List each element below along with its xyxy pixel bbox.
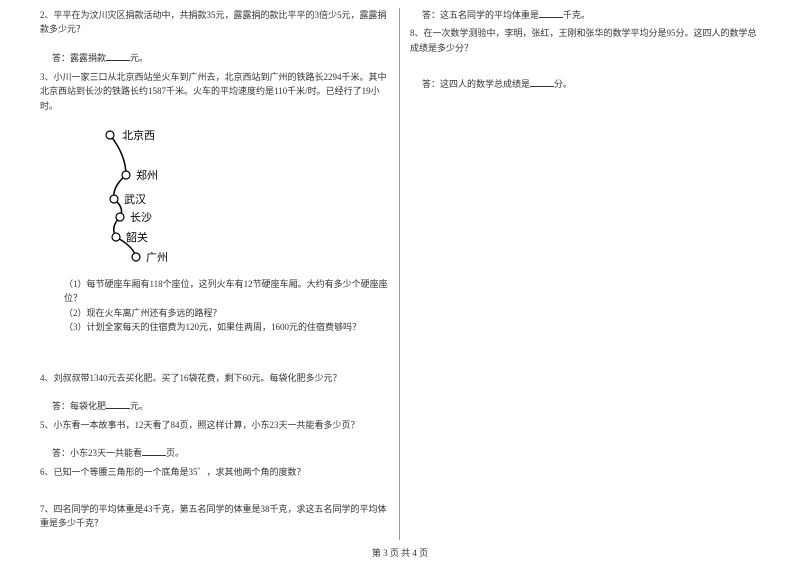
question-2: 2、平平在为汶川灾区捐款活动中，共捐款35元，露露捐的款比平平的3倍少5元，露露…: [40, 8, 389, 37]
answer-4-prefix: 答：每袋化肥: [52, 401, 106, 411]
answer-8-suffix: 分。: [554, 79, 572, 89]
question-6: 6、已知一个等腰三角形的一个底角是35゜，求其他两个角的度数？: [40, 465, 389, 479]
svg-text:韶关: 韶关: [126, 230, 148, 244]
route-map-svg: 北京西郑州武汉长沙韶关广州: [64, 119, 224, 269]
answer-7: 答：这五名同学的平均体重是 千克。: [410, 8, 760, 22]
svg-text:郑州: 郑州: [136, 168, 158, 182]
answer-4: 答：每袋化肥 元。: [52, 399, 389, 412]
question-4: 4、刘叔叔带1340元去买化肥。买了16袋花费，剩下60元。每袋化肥多少元？: [40, 371, 389, 385]
left-column: 2、平平在为汶川灾区捐款活动中，共捐款35元，露露捐的款比平平的3倍少5元，露露…: [30, 8, 400, 540]
answer-8-prefix: 答：这四人的数学总成绩是: [422, 79, 530, 89]
page-footer: 第 3 页 共 4 页: [0, 546, 800, 559]
blank: [530, 77, 554, 87]
svg-text:北京西: 北京西: [122, 128, 155, 142]
right-column: 答：这五名同学的平均体重是 千克。 8、在一次数学测验中，李明，张红，王刚和张华的…: [400, 8, 770, 540]
answer-2-suffix: 元。: [130, 53, 148, 63]
question-3-1: （1）每节硬座车厢有118个座位，这列火车有12节硬座车厢。大约有多少个硬座座位…: [40, 277, 389, 306]
answer-4-suffix: 元。: [130, 401, 148, 411]
answer-7-prefix: 答：这五名同学的平均体重是: [422, 10, 539, 20]
blank: [106, 399, 130, 409]
answer-5-suffix: 页。: [166, 448, 184, 458]
svg-text:武汉: 武汉: [124, 193, 146, 206]
answer-5-prefix: 答：小东23天一共能看: [52, 448, 142, 458]
svg-text:广州: 广州: [146, 251, 168, 264]
answer-7-suffix: 千克。: [563, 10, 590, 20]
svg-text:长沙: 长沙: [130, 211, 152, 224]
answer-2-prefix: 答：露露捐款: [52, 53, 106, 63]
page-container: 2、平平在为汶川灾区捐款活动中，共捐款35元，露露捐的款比平平的3倍少5元，露露…: [0, 0, 800, 540]
question-5: 5、小东看一本故事书，12天看了84页，照这样计算，小东23天一共能看多少页？: [40, 418, 389, 432]
route-map: 北京西郑州武汉长沙韶关广州: [64, 119, 389, 271]
question-3-2: （2）现在火车离广州还有多远的路程？: [40, 306, 389, 320]
blank: [142, 446, 166, 456]
answer-5: 答：小东23天一共能看 页。: [52, 446, 389, 459]
blank: [106, 51, 130, 61]
answer-8: 答：这四人的数学总成绩是 分。: [410, 77, 760, 91]
answer-2: 答：露露捐款 元。: [52, 51, 389, 64]
question-3-3: （3）计划全家每天的住宿费为120元，如果住两周，1600元的住宿费够吗？: [40, 320, 389, 334]
question-7: 7、四名同学的平均体重是43千克，第五名同学的体重是38千克，求这五名同学的平均…: [40, 502, 389, 531]
question-8: 8、在一次数学测验中，李明，张红，王刚和张华的数学平均分是95分。这四人的数学总…: [410, 26, 760, 55]
question-3: 3、小川一家三口从北京西站坐火车到广州去，北京西站到广州的铁路长2294千米。其…: [40, 70, 389, 113]
blank: [539, 8, 563, 18]
